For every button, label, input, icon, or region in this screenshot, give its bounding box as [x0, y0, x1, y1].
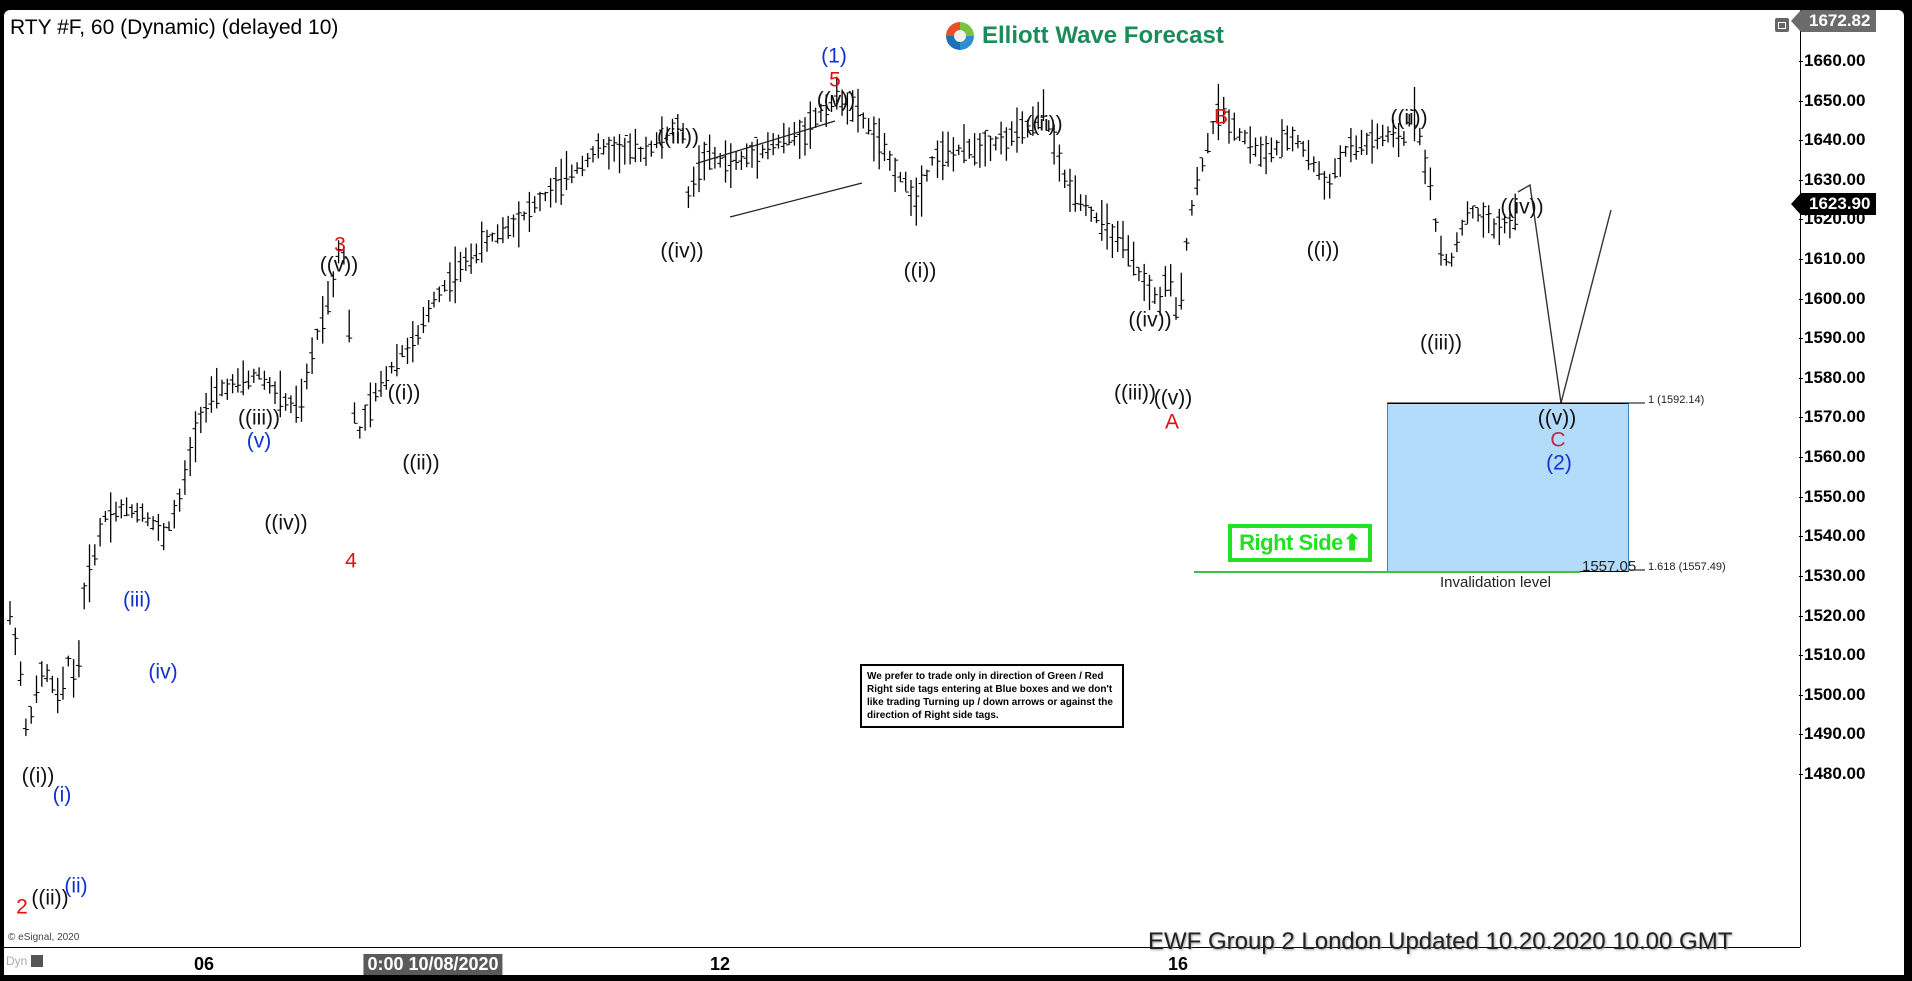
zone-price-label: 1557.05 [1582, 558, 1637, 575]
right-side-label: Right Side [1239, 530, 1343, 555]
wave-label: ((v)) [319, 253, 359, 277]
wave-label: (i) [52, 783, 72, 807]
price-tick: 1560.00 [1798, 447, 1866, 467]
restore-window-icon[interactable] [1775, 18, 1789, 32]
wave-label: ((i)) [903, 259, 937, 283]
wave-label: C [1550, 428, 1566, 452]
wave-label: ((ii)) [402, 451, 440, 475]
time-tick: 0:00 10/08/2020 [363, 954, 503, 975]
invalidation-line [1194, 571, 1580, 573]
price-tick: 1510.00 [1798, 645, 1866, 665]
time-tick: 06 [193, 954, 215, 974]
wave-label: ((iv)) [1128, 308, 1172, 332]
wave-label: (2) [1546, 451, 1572, 475]
wave-label: 5 [829, 68, 841, 92]
wave-label: ((i)) [21, 764, 55, 788]
price-axis-line [1800, 10, 1801, 947]
dyn-control[interactable]: Dyn [6, 954, 44, 968]
update-footer: EWF Group 2 London Updated 10.20.2020 10… [1148, 928, 1733, 955]
price-tick: 1550.00 [1798, 486, 1866, 506]
time-axis-line [4, 947, 1800, 948]
high-price-tag: 1672.82 [1790, 10, 1877, 32]
wave-label: B [1213, 105, 1229, 129]
wave-label: (1) [821, 44, 847, 68]
price-tick: 1540.00 [1798, 526, 1866, 546]
wave-label: 4 [345, 549, 357, 573]
wave-label: ((iv)) [264, 511, 308, 535]
copyright: © eSignal, 2020 [8, 932, 80, 943]
price-tick: 1640.00 [1798, 130, 1866, 150]
wave-label: (iv) [148, 660, 178, 684]
time-tick: 16 [1167, 954, 1189, 974]
wave-label: ((i)) [387, 381, 421, 405]
price-tick: 1580.00 [1798, 367, 1866, 387]
logo-text: Elliott Wave Forecast [982, 22, 1224, 49]
wave-label: ((iii)) [1420, 331, 1462, 355]
wave-label: (ii) [64, 874, 88, 898]
price-tick: 1650.00 [1798, 90, 1866, 110]
wave-label: 2 [16, 895, 28, 919]
wave-label: (iii) [123, 588, 151, 612]
wave-label: ((i)) [1306, 238, 1340, 262]
trading-note: We prefer to trade only in direction of … [860, 664, 1124, 728]
wave-label: A [1164, 410, 1180, 434]
wave-label: 3 [334, 233, 346, 257]
price-tick: 1500.00 [1798, 684, 1866, 704]
price-tick: 1480.00 [1798, 763, 1866, 783]
invalidation-label: Invalidation level [1440, 574, 1551, 591]
wave-label: ((ii)) [31, 886, 69, 910]
fib-level-1618: 1.618 (1557.49) [1648, 561, 1726, 573]
up-arrow-icon: ⬆ [1342, 530, 1361, 555]
price-tick: 1530.00 [1798, 565, 1866, 585]
price-tick: 1610.00 [1798, 249, 1866, 269]
price-bars [7, 76, 1645, 737]
price-tick: 1600.00 [1798, 288, 1866, 308]
price-tick: 1590.00 [1798, 328, 1866, 348]
price-tick: 1520.00 [1798, 605, 1866, 625]
chart-window: RTY #F, 60 (Dynamic) (delayed 10) Elliot… [4, 10, 1904, 975]
wave-label: ((ii)) [1025, 112, 1063, 136]
wave-label: ((iii)) [238, 406, 280, 430]
plot-area[interactable] [4, 10, 1804, 965]
fib-level-1: 1 (1592.14) [1648, 394, 1705, 406]
blue-target-box [1387, 403, 1629, 572]
price-tick: 1490.00 [1798, 724, 1866, 744]
wave-label: ((v)) [1153, 386, 1193, 410]
right-side-tag: Right Side⬆ [1228, 524, 1372, 562]
last-price-tag: 1623.90 [1790, 193, 1877, 215]
wave-label: ((ii)) [1390, 106, 1428, 130]
wave-label: ((v)) [1537, 406, 1577, 430]
lock-icon[interactable] [31, 955, 44, 967]
wave-label: ((iv)) [660, 239, 704, 263]
brand-logo: Elliott Wave Forecast [944, 20, 1224, 52]
wave-label: ((iii)) [1114, 381, 1156, 405]
wave-label: (v) [246, 429, 272, 453]
chart-title: RTY #F, 60 (Dynamic) (delayed 10) [10, 16, 339, 39]
wave-label: ((iii)) [657, 125, 699, 149]
wave-label: ((iv)) [1500, 195, 1544, 219]
price-tick: 1660.00 [1798, 51, 1866, 70]
dyn-label: Dyn [6, 954, 28, 968]
time-tick: 12 [709, 954, 731, 974]
price-tick: 1570.00 [1798, 407, 1866, 427]
wave-label: ((v)) [816, 88, 856, 112]
price-tick: 1630.00 [1798, 169, 1866, 189]
logo-swirl-icon [946, 22, 974, 50]
